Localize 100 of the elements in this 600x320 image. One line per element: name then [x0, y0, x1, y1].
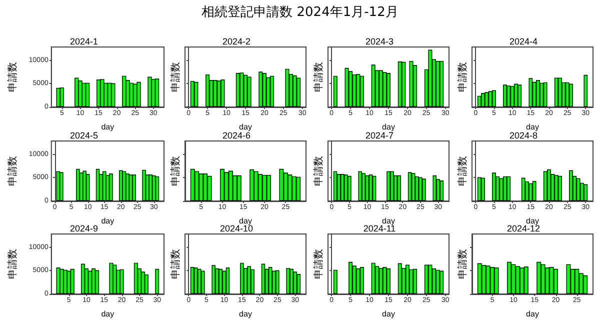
- bar: [402, 62, 406, 107]
- bar: [371, 64, 376, 107]
- bar: [194, 171, 200, 201]
- chart-title: 2024-2: [222, 36, 251, 46]
- bar: [262, 73, 266, 107]
- bar: [528, 78, 533, 107]
- bar: [144, 274, 149, 294]
- bar: [494, 267, 499, 294]
- bar: [203, 174, 208, 201]
- bar: [198, 268, 202, 294]
- chart-title: 2024-9: [70, 224, 98, 234]
- bar: [386, 268, 390, 294]
- bar: [132, 174, 136, 201]
- bar: [290, 268, 294, 294]
- bar: [482, 265, 486, 294]
- bar: [402, 268, 406, 294]
- bar: [518, 84, 522, 107]
- bar: [492, 90, 496, 107]
- y-axis-title: 申請数: [6, 156, 18, 186]
- bar: [216, 80, 221, 107]
- bar: [272, 270, 276, 294]
- bar: [258, 174, 263, 201]
- bar: [422, 178, 426, 201]
- bar: [432, 268, 436, 294]
- bar: [266, 174, 271, 201]
- bar: [102, 171, 106, 201]
- bar: [382, 267, 387, 294]
- bar: [418, 177, 422, 201]
- bar: [506, 176, 511, 201]
- bar: [499, 178, 504, 201]
- bar: [532, 82, 536, 107]
- bar: [510, 86, 514, 107]
- bar: [258, 72, 263, 107]
- bar: [511, 264, 516, 294]
- bar: [285, 68, 290, 107]
- bar: [432, 175, 436, 201]
- bar: [440, 60, 444, 107]
- bar: [506, 86, 511, 107]
- chart-title: 2024-6: [222, 130, 251, 140]
- bar: [411, 173, 416, 201]
- x-axis-title: day: [526, 122, 539, 132]
- y-axis-title: 申請数: [312, 156, 324, 186]
- y-axis-title: 申請数: [170, 249, 182, 279]
- bar: [111, 83, 116, 107]
- bar: [524, 266, 528, 294]
- bar: [276, 270, 280, 294]
- bar: [279, 168, 284, 201]
- bar: [583, 275, 588, 294]
- bar: [220, 168, 224, 201]
- x-axis-title: day: [382, 310, 395, 318]
- bar: [333, 270, 338, 294]
- bar: [218, 268, 223, 294]
- bar: [569, 84, 573, 107]
- y-axis-title: 申請数: [170, 156, 182, 186]
- bar: [194, 82, 198, 107]
- bar: [415, 176, 419, 201]
- bar: [261, 264, 266, 294]
- bar: [488, 91, 492, 107]
- x-axis-title: day: [101, 216, 114, 226]
- bar: [382, 72, 387, 107]
- bar: [95, 270, 100, 294]
- y-axis-title: 申請数: [456, 62, 468, 92]
- chart-title: 2024-1: [70, 36, 98, 46]
- bar: [492, 172, 496, 201]
- bar: [80, 264, 85, 294]
- bar: [148, 76, 152, 107]
- bar: [155, 176, 160, 201]
- bar: [296, 274, 301, 294]
- bar: [232, 175, 238, 201]
- bar: [566, 264, 571, 294]
- bar: [576, 178, 580, 201]
- bar: [109, 262, 114, 294]
- bar: [333, 171, 338, 201]
- bar: [584, 74, 588, 107]
- bar: [293, 272, 298, 294]
- chart-title: 2024-8: [509, 130, 538, 140]
- bar: [543, 82, 548, 107]
- bar: [240, 262, 244, 294]
- y-axis-title: 申請数: [456, 249, 468, 279]
- bar: [436, 179, 440, 201]
- bar: [543, 171, 548, 201]
- bar: [198, 174, 204, 201]
- bar: [486, 266, 490, 294]
- bar: [408, 172, 412, 201]
- bar: [262, 174, 267, 201]
- bar: [152, 175, 156, 201]
- bar: [296, 176, 301, 201]
- bar: [554, 174, 558, 201]
- y-axis-title: 申請数: [312, 249, 324, 279]
- bar: [348, 262, 353, 294]
- bar: [397, 175, 402, 201]
- bar: [254, 171, 258, 201]
- bar: [236, 175, 242, 201]
- bar: [507, 262, 512, 294]
- bar: [100, 79, 104, 107]
- bar: [554, 268, 558, 294]
- bar: [78, 80, 82, 107]
- bar: [352, 266, 356, 294]
- bar: [528, 183, 533, 201]
- bar: [240, 72, 244, 107]
